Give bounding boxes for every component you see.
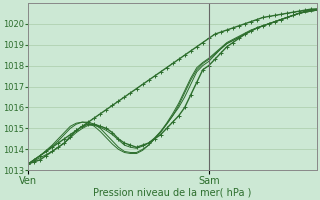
X-axis label: Pression niveau de la mer( hPa ): Pression niveau de la mer( hPa ): [93, 187, 252, 197]
